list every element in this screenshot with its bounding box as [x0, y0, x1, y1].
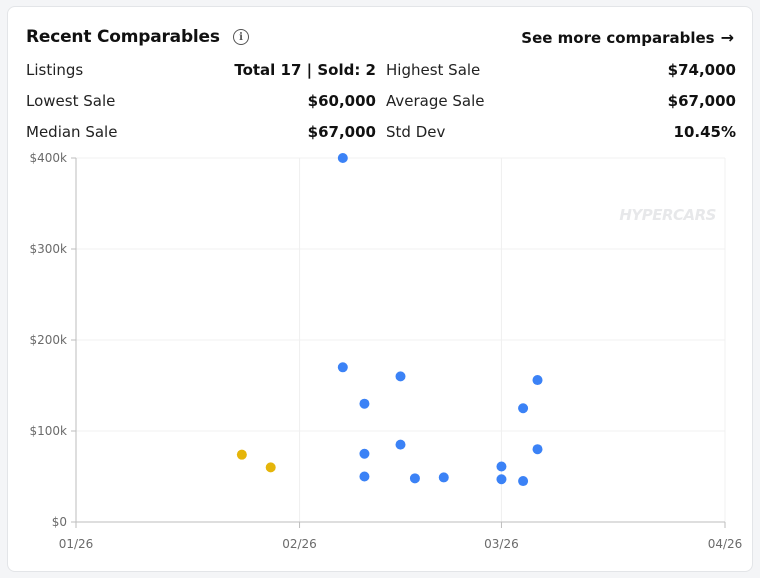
data-point — [395, 371, 406, 382]
y-tick-label: $300k — [30, 242, 68, 256]
card-header: Recent Comparables i See more comparable… — [26, 27, 734, 51]
data-point — [409, 473, 420, 484]
arrow-right-icon: → — [720, 28, 734, 47]
y-tick-label: $0 — [52, 515, 67, 529]
stat-label-highest-sale: Highest Sale — [386, 61, 481, 79]
recent-comparables-card: Recent Comparables i See more comparable… — [7, 6, 753, 572]
stat-value-median-sale: $67,000 — [307, 123, 376, 141]
stat-value-lowest-sale: $60,000 — [307, 92, 376, 110]
see-more-label: See more comparables — [521, 28, 715, 47]
stat-value-highest-sale: $74,000 — [667, 61, 736, 79]
stat-label-lowest-sale: Lowest Sale — [26, 92, 116, 110]
y-tick-label: $100k — [30, 424, 68, 438]
card-title: Recent Comparables — [26, 27, 220, 47]
stats-row: Listings Total 17 | Sold: 2 Highest Sale… — [26, 61, 736, 92]
y-tick-label: $200k — [30, 333, 68, 347]
data-point — [532, 444, 543, 455]
data-point — [496, 461, 507, 472]
data-point — [532, 375, 543, 386]
stats-row: Median Sale $67,000 Std Dev 10.45% — [26, 123, 736, 154]
stat-value-listings: Total 17 | Sold: 2 — [234, 61, 376, 79]
data-point — [395, 439, 406, 450]
x-tick-label: 04/26 — [708, 537, 743, 551]
data-point — [265, 462, 276, 473]
y-tick-label: $400k — [30, 151, 68, 165]
stats-grid: Listings Total 17 | Sold: 2 Highest Sale… — [26, 61, 736, 154]
data-point — [337, 362, 348, 373]
x-tick-label: 02/26 — [282, 537, 317, 551]
stat-value-average-sale: $67,000 — [667, 92, 736, 110]
x-tick-label: 01/26 — [59, 537, 94, 551]
stat-label-listings: Listings — [26, 61, 84, 79]
data-point — [496, 474, 507, 485]
stat-label-average-sale: Average Sale — [386, 92, 485, 110]
stat-label-std-dev: Std Dev — [386, 123, 446, 141]
x-tick-label: 03/26 — [484, 537, 519, 551]
data-point — [337, 153, 348, 163]
stat-label-median-sale: Median Sale — [26, 123, 118, 141]
watermark-logo: HYPERCARS — [619, 206, 716, 224]
data-point — [518, 476, 529, 487]
see-more-comparables-link[interactable]: See more comparables → — [521, 28, 734, 47]
data-point — [518, 403, 529, 414]
data-point — [438, 472, 449, 483]
data-point — [359, 398, 370, 409]
data-point — [359, 471, 370, 482]
stats-row: Lowest Sale $60,000 Average Sale $67,000 — [26, 92, 736, 123]
info-icon[interactable]: i — [233, 29, 249, 45]
data-point — [359, 448, 370, 459]
data-point — [236, 449, 247, 460]
stat-value-std-dev: 10.45% — [673, 123, 736, 141]
